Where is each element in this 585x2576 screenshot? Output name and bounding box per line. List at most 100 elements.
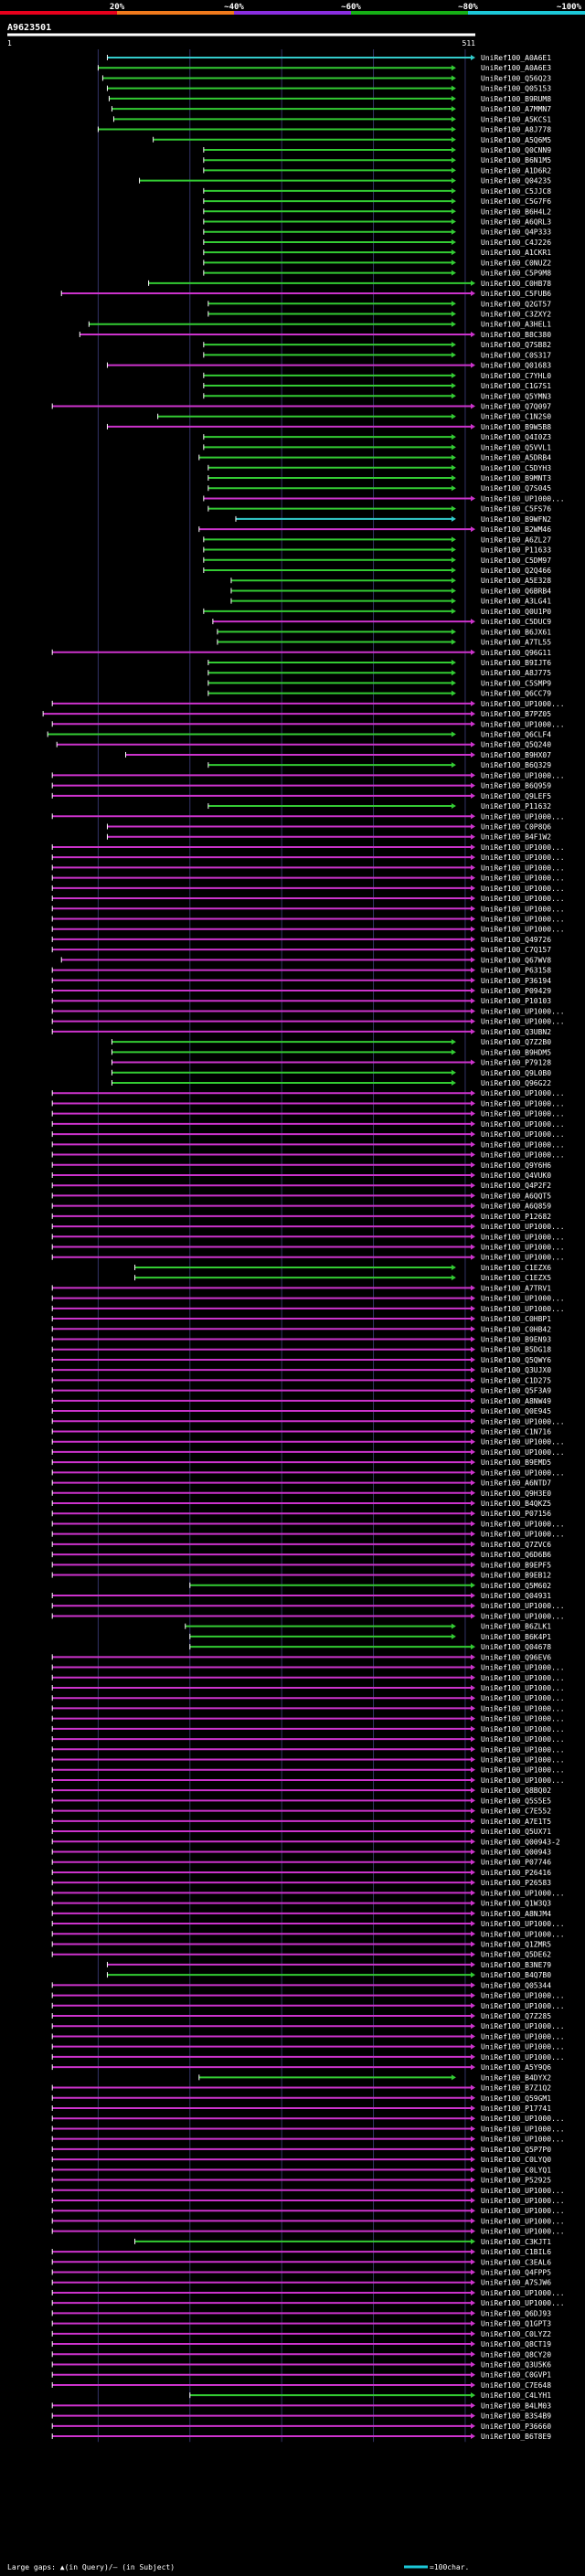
hit-row[interactable]: UniRef100_UP1000... [51, 2022, 565, 2030]
hit-label[interactable]: UniRef100_Q7ZVC6 [481, 1541, 551, 1549]
hit-label[interactable]: UniRef100_B2WM46 [481, 525, 551, 534]
hit-row[interactable]: UniRef100_Q5S5E5 [51, 1797, 551, 1805]
hit-row[interactable]: UniRef100_C3KJT1 [134, 2238, 552, 2246]
hit-row[interactable]: UniRef100_UP1000... [51, 1612, 565, 1620]
hit-row[interactable]: UniRef100_B2WM46 [198, 525, 551, 534]
hit-row[interactable]: UniRef100_P63158 [51, 967, 551, 975]
hit-row[interactable]: UniRef100_P36660 [51, 2422, 551, 2431]
hit-label[interactable]: UniRef100_UP1000... [481, 875, 565, 883]
hit-row[interactable]: UniRef100_C7E648 [51, 2381, 551, 2390]
hit-label[interactable]: UniRef100_C0S317 [481, 351, 551, 359]
hit-label[interactable]: UniRef100_C3ZXY2 [481, 311, 551, 319]
hit-row[interactable]: UniRef100_C1G7S1 [203, 382, 551, 390]
hit-row[interactable]: UniRef100_UP1000... [51, 1756, 565, 1765]
hit-label[interactable]: UniRef100_B6N1M5 [481, 156, 551, 164]
hit-row[interactable]: UniRef100_Q04678 [189, 1643, 551, 1651]
hit-label[interactable]: UniRef100_UP1000... [481, 1715, 565, 1723]
hit-label[interactable]: UniRef100_UP1000... [481, 895, 565, 903]
hit-label[interactable]: UniRef100_Q5Q240 [481, 741, 551, 749]
hit-label[interactable]: UniRef100_UP1000... [481, 2115, 565, 2123]
hit-row[interactable]: UniRef100_UP1000... [51, 895, 565, 903]
hit-row[interactable]: UniRef100_P11633 [203, 546, 551, 555]
hit-label[interactable]: UniRef100_P26416 [481, 1869, 551, 1877]
hit-label[interactable]: UniRef100_B4Q7B0 [481, 1971, 551, 1979]
hit-label[interactable]: UniRef100_Q5VVL1 [481, 443, 551, 451]
hit-label[interactable]: UniRef100_UP1000... [481, 2299, 565, 2307]
hit-row[interactable]: UniRef100_P79128 [111, 1059, 551, 1067]
hit-row[interactable]: UniRef100_UP1000... [51, 771, 565, 779]
hit-label[interactable]: UniRef100_UP1000... [481, 1704, 565, 1712]
hit-label[interactable]: UniRef100_A0A6E3 [481, 64, 551, 72]
hit-row[interactable]: UniRef100_Q6BRB4 [230, 587, 551, 595]
hit-row[interactable]: UniRef100_UP1000... [51, 812, 565, 821]
hit-row[interactable]: UniRef100_UP1000... [51, 1089, 565, 1097]
hit-label[interactable]: UniRef100_Q01683 [481, 362, 551, 370]
hit-row[interactable]: UniRef100_B6T8E9 [51, 2433, 551, 2441]
hit-label[interactable]: UniRef100_B7Z1Q2 [481, 2084, 551, 2093]
hit-label[interactable]: UniRef100_B6K4P1 [481, 1633, 551, 1641]
hit-label[interactable]: UniRef100_B5DG18 [481, 1346, 551, 1354]
hit-row[interactable]: UniRef100_UP1000... [51, 2197, 565, 2205]
hit-row[interactable]: UniRef100_UP1000... [51, 905, 565, 913]
hit-row[interactable]: UniRef100_A8NW49 [51, 1397, 551, 1405]
hit-row[interactable]: UniRef100_C3ZXY2 [207, 311, 551, 319]
hit-label[interactable]: UniRef100_UP1000... [481, 915, 565, 923]
hit-row[interactable]: UniRef100_P07746 [51, 1859, 551, 1867]
hit-label[interactable]: UniRef100_Q6CC79 [481, 690, 551, 698]
hit-row[interactable]: UniRef100_Q3UBN2 [51, 1028, 551, 1036]
hit-label[interactable]: UniRef100_C7E552 [481, 1807, 551, 1816]
hit-label[interactable]: UniRef100_Q05344 [481, 1981, 551, 1989]
hit-label[interactable]: UniRef100_UP1000... [481, 1305, 565, 1313]
hit-label[interactable]: UniRef100_P36660 [481, 2422, 551, 2431]
hit-label[interactable]: UniRef100_Q67WV8 [481, 956, 551, 964]
hit-label[interactable]: UniRef100_Q04931 [481, 1592, 551, 1600]
hit-row[interactable]: UniRef100_UP1000... [51, 1930, 565, 1938]
hit-label[interactable]: UniRef100_Q1ZMR5 [481, 1940, 551, 1948]
hit-label[interactable]: UniRef100_Q5M602 [481, 1582, 551, 1590]
hit-label[interactable]: UniRef100_C5DUC9 [481, 618, 551, 626]
hit-label[interactable]: UniRef100_Q8CY20 [481, 2350, 551, 2359]
hit-row[interactable]: UniRef100_Q8BQ02 [51, 1786, 551, 1795]
hit-label[interactable]: UniRef100_UP1000... [481, 843, 565, 852]
hit-label[interactable]: UniRef100_C7Q157 [481, 946, 551, 954]
hit-label[interactable]: UniRef100_UP1000... [481, 771, 565, 779]
hit-label[interactable]: UniRef100_UP1000... [481, 1664, 565, 1672]
hit-row[interactable]: UniRef100_B9EPF5 [51, 1561, 551, 1569]
hit-label[interactable]: UniRef100_Q1W3Q3 [481, 1900, 551, 1908]
hit-label[interactable]: UniRef100_A5DRB4 [481, 454, 551, 462]
hit-label[interactable]: UniRef100_B7PZ05 [481, 710, 551, 718]
hit-label[interactable]: UniRef100_UP1000... [481, 1438, 565, 1447]
hit-row[interactable]: UniRef100_B6ZLK1 [185, 1623, 551, 1631]
hit-row[interactable]: UniRef100_UP1000... [51, 853, 565, 862]
hit-row[interactable]: UniRef100_UP1000... [51, 700, 565, 708]
hit-row[interactable]: UniRef100_B9W5B8 [106, 423, 551, 431]
hit-label[interactable]: UniRef100_Q59GM1 [481, 2094, 551, 2103]
hit-label[interactable]: UniRef100_C0HB42 [481, 1325, 551, 1333]
hit-label[interactable]: UniRef100_A8J778 [481, 126, 551, 134]
hit-row[interactable]: UniRef100_B4QKZ5 [51, 1500, 551, 1508]
hit-row[interactable]: UniRef100_UP1000... [51, 875, 565, 883]
hit-row[interactable]: UniRef100_UP1000... [51, 1684, 565, 1692]
hit-label[interactable]: UniRef100_B9HDM5 [481, 1048, 551, 1056]
hit-row[interactable]: UniRef100_UP1000... [51, 1448, 565, 1457]
hit-row[interactable]: UniRef100_P10103 [51, 997, 551, 1005]
hit-row[interactable]: UniRef100_B6JX61 [217, 628, 551, 636]
hit-row[interactable]: UniRef100_UP1000... [51, 2125, 565, 2133]
hit-label[interactable]: UniRef100_Q5UX71 [481, 1828, 551, 1836]
hit-row[interactable]: UniRef100_Q4FPP5 [51, 2269, 551, 2277]
hit-label[interactable]: UniRef100_C1G7S1 [481, 382, 551, 390]
hit-label[interactable]: UniRef100_Q7Z285 [481, 2012, 551, 2020]
hit-row[interactable]: UniRef100_B3S4B9 [51, 2412, 551, 2421]
hit-row[interactable]: UniRef100_UP1000... [51, 1140, 565, 1149]
hit-label[interactable]: UniRef100_UP1000... [481, 1244, 565, 1252]
hit-row[interactable]: UniRef100_Q59GM1 [51, 2094, 551, 2103]
hit-label[interactable]: UniRef100_UP1000... [481, 1920, 565, 1928]
hit-label[interactable]: UniRef100_UP1000... [481, 1745, 565, 1754]
hit-row[interactable]: UniRef100_UP1000... [51, 1151, 565, 1160]
hit-row[interactable]: UniRef100_C0LYQ0 [51, 2156, 551, 2164]
hit-row[interactable]: UniRef100_B3NE79 [106, 1961, 551, 1969]
hit-label[interactable]: UniRef100_B9RUM8 [481, 95, 551, 103]
hit-label[interactable]: UniRef100_P63158 [481, 967, 551, 975]
hit-label[interactable]: UniRef100_UP1000... [481, 1612, 565, 1620]
hit-row[interactable]: UniRef100_C7YHL0 [203, 372, 551, 380]
